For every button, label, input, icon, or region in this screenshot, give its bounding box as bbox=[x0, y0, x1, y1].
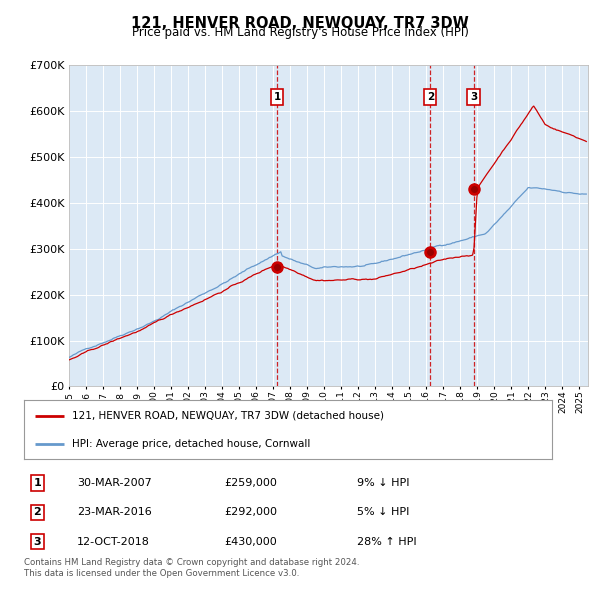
Text: HPI: Average price, detached house, Cornwall: HPI: Average price, detached house, Corn… bbox=[71, 440, 310, 449]
Text: £292,000: £292,000 bbox=[224, 507, 278, 517]
Text: 9% ↓ HPI: 9% ↓ HPI bbox=[356, 478, 409, 488]
Text: 1: 1 bbox=[274, 92, 281, 102]
Text: 1: 1 bbox=[34, 478, 41, 488]
Text: 121, HENVER ROAD, NEWQUAY, TR7 3DW (detached house): 121, HENVER ROAD, NEWQUAY, TR7 3DW (deta… bbox=[71, 411, 383, 421]
Text: 3: 3 bbox=[470, 92, 477, 102]
Text: Contains HM Land Registry data © Crown copyright and database right 2024.: Contains HM Land Registry data © Crown c… bbox=[24, 558, 359, 567]
Text: 23-MAR-2016: 23-MAR-2016 bbox=[77, 507, 152, 517]
Text: 2: 2 bbox=[427, 92, 434, 102]
Text: 12-OCT-2018: 12-OCT-2018 bbox=[77, 537, 149, 546]
Text: 30-MAR-2007: 30-MAR-2007 bbox=[77, 478, 152, 488]
Text: This data is licensed under the Open Government Licence v3.0.: This data is licensed under the Open Gov… bbox=[24, 569, 299, 578]
Text: 28% ↑ HPI: 28% ↑ HPI bbox=[356, 537, 416, 546]
Text: £430,000: £430,000 bbox=[224, 537, 277, 546]
Text: 5% ↓ HPI: 5% ↓ HPI bbox=[356, 507, 409, 517]
Text: 121, HENVER ROAD, NEWQUAY, TR7 3DW: 121, HENVER ROAD, NEWQUAY, TR7 3DW bbox=[131, 16, 469, 31]
Text: Price paid vs. HM Land Registry's House Price Index (HPI): Price paid vs. HM Land Registry's House … bbox=[131, 26, 469, 39]
Text: 3: 3 bbox=[34, 537, 41, 546]
Text: 2: 2 bbox=[34, 507, 41, 517]
Text: £259,000: £259,000 bbox=[224, 478, 278, 488]
